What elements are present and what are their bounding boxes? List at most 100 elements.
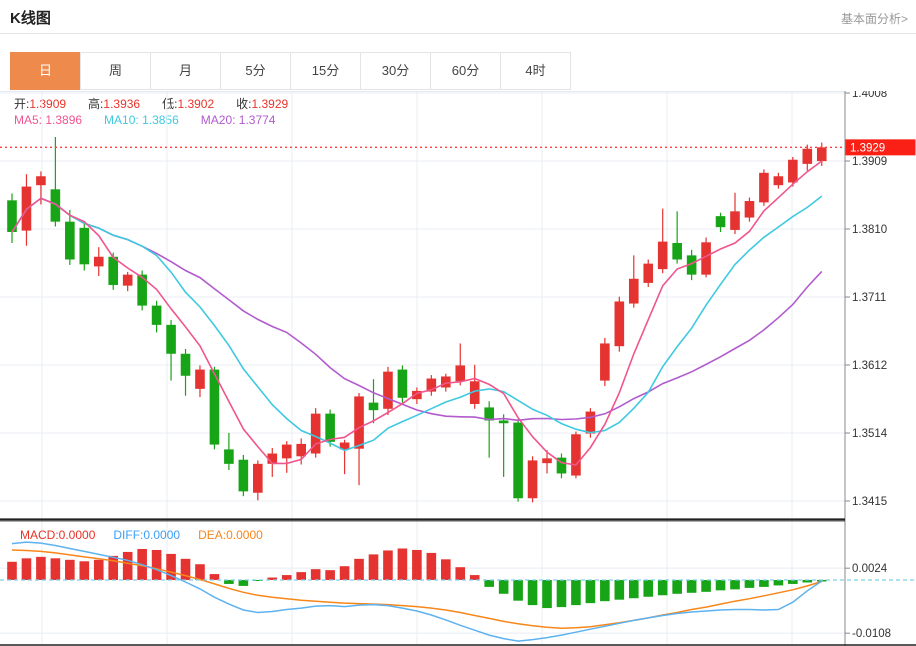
macd-axis-label: -0.0108 [852,628,891,640]
macd-bar [469,575,480,580]
macd-bar [238,580,249,586]
legend-item: 低:1.3902 [162,97,215,111]
macd-bar [527,580,538,606]
macd-bar [397,548,408,580]
macd-bar [498,580,509,594]
candle-body [441,376,451,388]
tab-week[interactable]: 周 [80,52,151,90]
candle-body [730,211,740,230]
tab-month[interactable]: 月 [150,52,221,90]
candle-body [614,301,625,347]
last-price-tag [845,139,916,156]
legend-item: MA5: 1.3896 [14,113,83,127]
candle-body [802,148,813,164]
candle-body [310,413,321,454]
macd-bar [441,559,451,580]
candlestick-chart[interactable]: 1.3929 1.4008 1.3909 1.3810 1.3711 1.3612 1.35… [0,91,916,520]
candle-body [397,369,408,398]
ma10-line [11,195,823,452]
candle-body [7,200,17,232]
macd-bar [195,564,205,580]
macd-bar [759,580,769,587]
tab-15min[interactable]: 15分 [290,52,361,90]
macd-bar [224,580,234,584]
candle-body [195,369,205,389]
macd-bar [166,553,176,580]
candle-body [339,442,350,450]
candle-body [238,459,249,492]
legend-item: DEA:0.0000 [198,528,263,542]
price-axis-label: 1.3909 [852,156,887,168]
candle-body [50,189,61,222]
candle-body [325,413,335,442]
candle-body [455,365,466,382]
candle-body [773,176,784,186]
macd-bar [281,575,292,580]
candle-body [65,221,75,260]
macd-bar [93,559,104,580]
candle-body [368,402,379,411]
fundamental-analysis-link[interactable]: 基本面分析> [840,12,908,26]
macd-bar [65,559,75,580]
legend-item: 开:1.3909 [14,97,67,111]
macd-bar [484,580,494,587]
price-axis-label: 1.3514 [852,428,888,440]
tab-4hour[interactable]: 4时 [500,52,571,90]
diff-line [11,541,823,642]
macd-bar [643,580,654,597]
candle-body [383,371,393,409]
macd-bar [296,572,306,580]
last-price-tag-label: 1.3929 [850,142,885,154]
candle-body [151,305,162,325]
candle-body [224,449,234,464]
candle-body [36,176,46,186]
price-axis-label: 1.4008 [852,91,887,100]
macd-chart[interactable]: 0.0024 -0.0108 [0,520,916,646]
candle-body [122,274,133,286]
macd-bar [628,580,639,599]
macd-bar [412,549,422,580]
tab-60min[interactable]: 60分 [430,52,501,90]
candle-body [542,458,552,464]
macd-bar [585,580,596,604]
candle-body [556,457,567,474]
macd-bar [657,580,668,596]
candle-body [354,396,364,449]
macd-bar [108,555,119,580]
tab-30min[interactable]: 30分 [360,52,431,90]
macd-bar [310,569,321,580]
candle-body [513,422,523,499]
macd-bar [253,580,263,581]
price-axis-label: 1.3415 [852,496,887,508]
macd-bar [36,556,46,580]
candle-body [686,255,697,275]
macd-bar [715,580,726,591]
macd-legend: MACD:0.0000 DIFF:0.0000 DEA:0.0000 [20,528,281,542]
macd-bar [267,577,278,580]
macd-bar [7,561,17,580]
macd-bar [180,558,191,580]
macd-bar [368,554,379,580]
macd-bar [542,580,552,609]
candle-body [267,453,278,464]
tab-day[interactable]: 日 [10,52,81,90]
candle-body [585,411,596,434]
macd-bar [325,570,335,580]
price-axis-label: 1.3711 [852,292,886,304]
candle-body [209,369,220,445]
candle-body [600,343,610,381]
candle-body [412,390,422,400]
legend-item: MA20: 1.3774 [200,113,276,127]
candle-body [744,201,755,218]
candle-body [93,256,104,267]
tab-5min[interactable]: 5分 [220,52,291,90]
macd-bar [383,550,393,580]
candle-body [166,324,176,354]
macd-bar [50,558,61,580]
ma-legend: MA5: 1.3896 MA10: 1.3856 MA20: 1.3774 [14,113,297,127]
legend-item: 收:1.3929 [236,97,289,111]
candle-body [788,159,798,183]
macd-bar [151,549,162,580]
macd-bar [802,580,813,583]
macd-bar [556,580,567,608]
